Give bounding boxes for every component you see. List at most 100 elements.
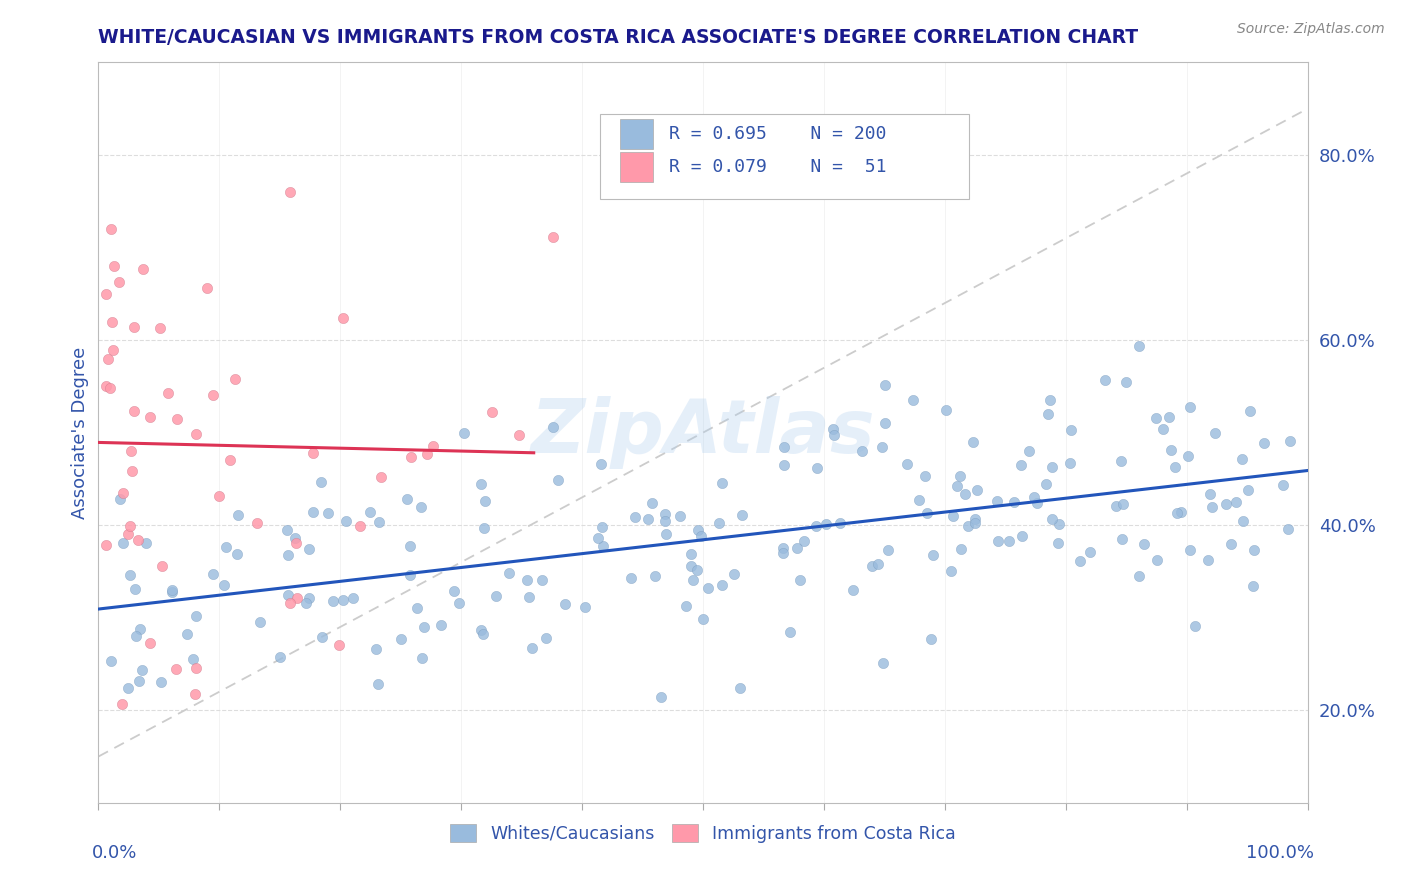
Point — [412, 620, 434, 634]
Point — [195, 281, 218, 295]
Point — [1178, 543, 1201, 558]
Text: 100.0%: 100.0% — [1246, 844, 1313, 862]
Point — [531, 573, 554, 587]
Point — [1215, 497, 1237, 511]
Point — [101, 314, 124, 328]
Point — [269, 650, 291, 665]
Point — [132, 261, 155, 276]
Point — [1144, 410, 1167, 425]
Point — [873, 378, 896, 392]
FancyBboxPatch shape — [620, 152, 654, 182]
Point — [94, 379, 117, 393]
Point — [962, 435, 984, 450]
Point — [828, 516, 851, 530]
Point — [541, 420, 564, 434]
Point — [710, 578, 733, 592]
Point — [1026, 495, 1049, 509]
Point — [278, 186, 301, 200]
Point — [94, 286, 117, 301]
Point — [1039, 393, 1062, 408]
Point — [591, 520, 613, 534]
Point — [1164, 459, 1187, 474]
Point — [870, 440, 893, 454]
Point — [710, 476, 733, 491]
Point — [824, 428, 846, 442]
Point — [1002, 495, 1025, 509]
Point — [111, 536, 134, 550]
Point — [184, 608, 207, 623]
Point — [1277, 522, 1299, 536]
Point — [534, 632, 557, 646]
Point — [1253, 436, 1275, 450]
Point — [208, 489, 231, 503]
Point — [285, 591, 308, 605]
Point — [1105, 499, 1128, 513]
Point — [443, 584, 465, 599]
Point — [110, 697, 132, 711]
Point — [470, 476, 492, 491]
Point — [696, 581, 718, 595]
Point — [949, 469, 972, 483]
Text: R = 0.079    N =  51: R = 0.079 N = 51 — [669, 158, 887, 176]
Point — [723, 566, 745, 581]
Point — [311, 630, 333, 644]
Point — [654, 514, 676, 528]
Point — [498, 566, 520, 580]
Point — [1111, 532, 1133, 546]
Point — [1035, 476, 1057, 491]
Point — [1199, 486, 1222, 500]
Point — [1109, 454, 1132, 468]
Point — [987, 533, 1010, 548]
Point — [1225, 494, 1247, 508]
Point — [485, 590, 508, 604]
Point — [224, 372, 246, 386]
Point — [679, 547, 702, 561]
Point — [100, 222, 122, 236]
Point — [150, 675, 173, 690]
Point — [872, 657, 894, 671]
Point — [318, 506, 340, 520]
Point — [851, 444, 873, 458]
Point — [1128, 569, 1150, 583]
Point — [97, 351, 120, 366]
Point — [692, 612, 714, 626]
Point — [998, 533, 1021, 548]
Point — [637, 512, 659, 526]
Point — [332, 311, 354, 326]
Point — [121, 464, 143, 478]
Point — [215, 540, 238, 554]
Point — [186, 660, 208, 674]
Point — [873, 416, 896, 430]
Y-axis label: Associate's Degree: Associate's Degree — [70, 346, 89, 519]
Point — [773, 458, 796, 473]
Point — [295, 596, 318, 610]
Point — [519, 590, 541, 604]
Point — [908, 493, 931, 508]
Point — [1201, 500, 1223, 514]
Point — [152, 559, 174, 574]
Point — [181, 652, 204, 666]
Point — [547, 473, 569, 487]
Point — [1094, 373, 1116, 387]
Point — [176, 627, 198, 641]
Point — [655, 526, 678, 541]
Point — [1239, 404, 1261, 418]
Point — [1241, 579, 1264, 593]
Point — [1024, 490, 1046, 504]
Point — [1133, 537, 1156, 551]
Point — [922, 548, 945, 562]
Point — [1278, 434, 1301, 448]
Point — [731, 508, 754, 522]
Point — [278, 596, 301, 610]
Point — [411, 500, 433, 514]
Point — [117, 527, 139, 541]
Point — [592, 539, 614, 553]
Point — [1059, 456, 1081, 470]
Point — [103, 259, 125, 273]
Point — [157, 385, 180, 400]
Point — [212, 578, 235, 592]
Point — [641, 496, 664, 510]
Point — [470, 623, 492, 637]
Point — [110, 492, 132, 507]
Point — [842, 582, 865, 597]
